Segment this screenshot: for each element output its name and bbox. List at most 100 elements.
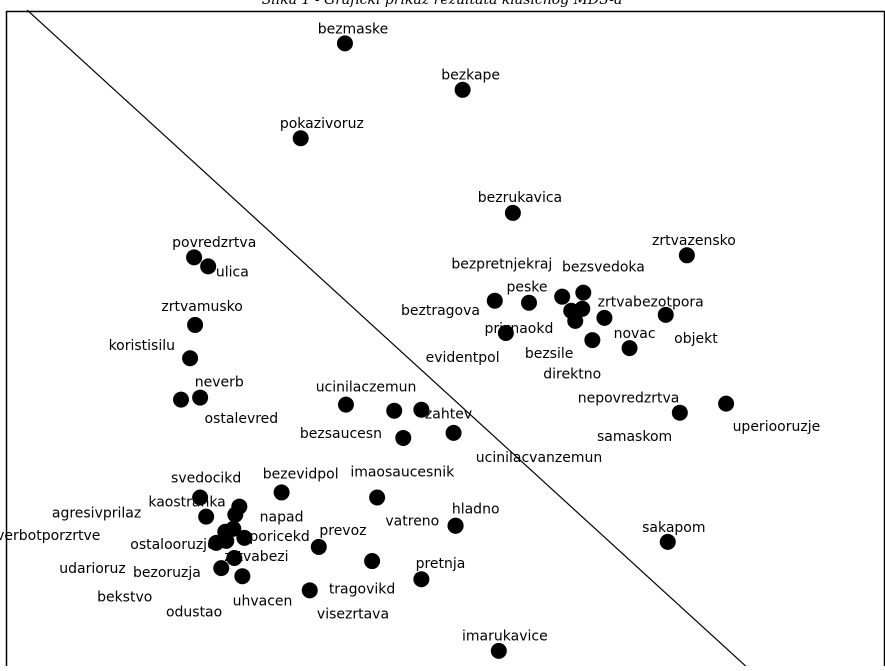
point-label-sakapom: sakapom [642, 520, 705, 536]
point-label-beztragova: beztragova [401, 303, 480, 319]
point-label-zrtvabezi: zrtvabezi [224, 549, 288, 565]
point-label-zrtvamusko: zrtvamusko [161, 299, 242, 315]
point-label-zahtev: zahtev [425, 407, 472, 423]
point-label-napad: napad [260, 510, 304, 526]
point-label-peske: peske [506, 280, 547, 296]
data-point-imaosaucesnik [369, 489, 386, 506]
data-point-bezsaucesn [395, 429, 412, 446]
point-label-direktno: direktno [543, 366, 601, 382]
data-point-35 [227, 506, 244, 523]
data-point-ulica [200, 258, 217, 275]
point-label-bezsvedoka: bezsvedoka [562, 259, 645, 275]
data-point-24 [386, 402, 403, 419]
point-label-povredzrtva: povredzrtva [172, 235, 256, 251]
data-point-ucinilaczemun [337, 396, 354, 413]
point-label-bekstvo: bekstvo [97, 589, 152, 605]
point-label-imaosaucesnik: imaosaucesnik [350, 464, 455, 480]
point-label-bezmaske: bezmaske [318, 21, 389, 37]
point-label-bezsile: bezsile [525, 346, 574, 362]
data-point-zahtev [413, 401, 430, 418]
point-label-kaostranka: kaostranka [148, 495, 225, 511]
point-label-samaskom: samaskom [597, 429, 672, 445]
point-label-poricekd: poricekd [249, 529, 309, 545]
data-point-pokazivoruz [292, 130, 309, 147]
point-label-objekt: objekt [674, 331, 718, 347]
data-point-ucinilacvanzemun [445, 424, 462, 441]
point-label-priznaokd: priznaokd [484, 321, 553, 337]
data-point-bezkape [454, 81, 471, 98]
point-label-agresivprilaz: agresivprilaz [52, 506, 141, 522]
point-label-zrtvabezotpora: zrtvabezotpora [598, 295, 704, 311]
data-point-ostalevred [173, 391, 190, 408]
point-label-ucinilaczemun: ucinilaczemun [316, 379, 417, 395]
point-label-bezkape: bezkape [441, 68, 500, 84]
point-label-pokazivoruz: pokazivoruz [280, 116, 364, 132]
data-point-uhvacen [301, 582, 318, 599]
data-point-bezrukavica [504, 204, 521, 221]
data-point-14 [497, 325, 514, 341]
point-label-uperiooruzje: uperiooruzje [733, 419, 821, 435]
data-point-bezoruzja [234, 568, 251, 585]
point-label-bezoruzja: bezoruzja [133, 565, 201, 581]
point-label-evidentpol: evidentpol [426, 350, 500, 366]
point-label-bezevidpol: bezevidpol [263, 466, 339, 482]
data-point-evidentpol [621, 340, 638, 357]
point-label-odustao: odustao [166, 605, 222, 621]
point-label-vatreno: vatreno [385, 514, 439, 530]
data-point-bezsvedoka [575, 284, 592, 301]
data-point-uperiooruzje [718, 395, 735, 412]
point-label-ucinilacvanzemun: ucinilacvanzemun [476, 450, 602, 466]
point-label-visezrtava: visezrtava [317, 607, 389, 623]
data-point-verbotporzrtve [225, 520, 242, 537]
point-label-hladno: hladno [452, 502, 500, 518]
point-label-udarioruz: udarioruz [59, 561, 126, 577]
data-point-svedocikd [192, 489, 209, 506]
point-label-koristisilu: koristisilu [109, 338, 175, 354]
separator-line [26, 9, 752, 671]
data-point-40 [218, 532, 235, 549]
data-point-bezpretnjekraj [554, 288, 571, 305]
figure-caption: Slika 1 - Grafički prikaz rezultata klas… [262, 0, 623, 8]
points-layer [173, 35, 735, 659]
data-point-bezevidpol [273, 484, 290, 501]
data-point-pretnja [413, 571, 430, 588]
data-point-nepovredzrtva [671, 404, 688, 421]
point-label-novac: novac [614, 326, 656, 342]
data-point-prevoz [310, 538, 327, 555]
data-point-tragovikd [364, 553, 381, 570]
data-point-zrtvazensko [678, 247, 695, 264]
data-point-povredzrtva [186, 249, 203, 266]
data-point-objekt [657, 306, 674, 323]
point-label-pretnja: pretnja [416, 556, 466, 572]
point-label-ostalevred: ostalevred [205, 411, 279, 427]
point-label-neverb: neverb [195, 374, 244, 390]
point-label-bezrukavica: bezrukavica [478, 190, 562, 206]
data-point-beztragova [486, 292, 503, 309]
data-point-neverb [192, 389, 209, 406]
data-point-15 [596, 309, 613, 326]
point-label-uhvacen: uhvacen [233, 593, 293, 609]
data-point-bezmaske [336, 35, 353, 52]
point-label-bezsaucesn: bezsaucesn [300, 426, 382, 442]
point-label-verbotporzrtve: verbotporzrtve [0, 528, 100, 544]
data-point-novac [584, 332, 601, 349]
data-point-poricekd [236, 529, 253, 546]
data-point-zrtvamusko [187, 316, 204, 333]
point-label-imarukavice: imarukavice [462, 629, 548, 645]
data-point-koristisilu [182, 350, 199, 367]
point-label-ulica: ulica [216, 264, 249, 280]
point-label-prevoz: prevoz [319, 523, 366, 539]
data-point-13 [567, 312, 584, 329]
data-point-udarioruz [213, 560, 230, 577]
labels-layer: bezmaske bezkape pokazivoruz bezrukavica zrt… [0, 21, 820, 644]
data-point-peske [520, 294, 537, 311]
data-point-sakapom [659, 533, 676, 550]
separator-layer [26, 9, 752, 671]
point-label-svedocikd: svedocikd [171, 470, 241, 486]
point-label-nepovredzrtva: nepovredzrtva [578, 391, 680, 407]
data-point-imarukavice [490, 642, 507, 659]
data-point-hladno [447, 517, 464, 534]
point-label-ostalooruzje: ostalooruzje [130, 537, 215, 553]
